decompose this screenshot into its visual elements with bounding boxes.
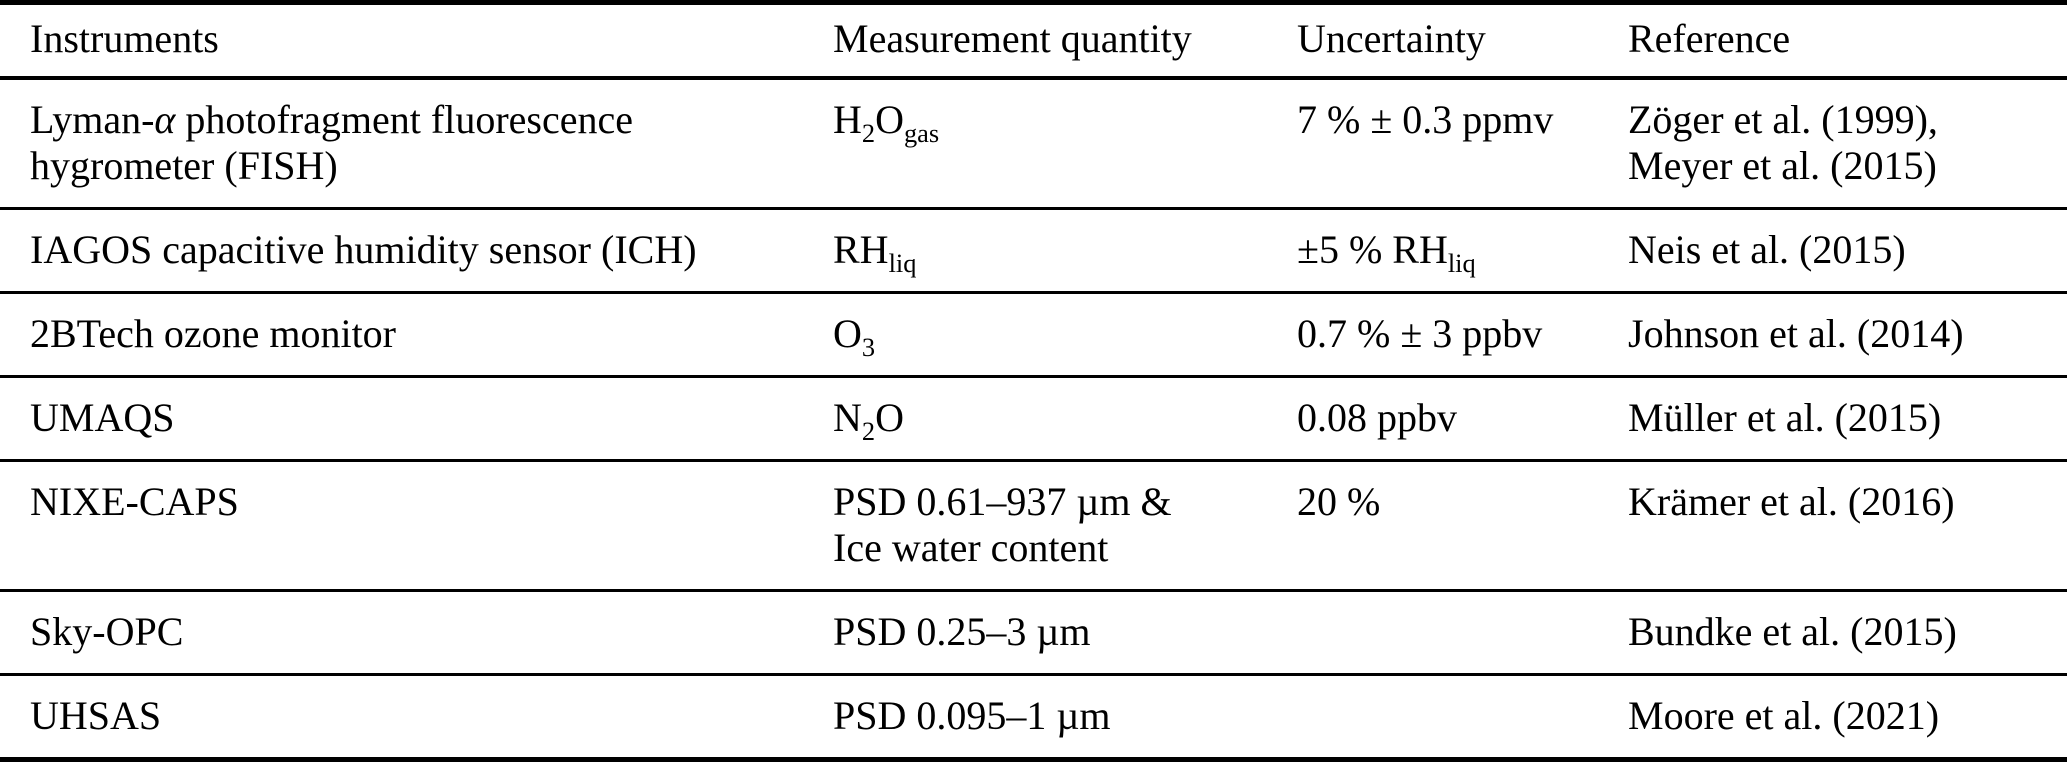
table-row: NIXE-CAPS PSD 0.61–937 µm & Ice water con… (0, 460, 2067, 592)
cell-reference: Krämer et al. (2016) (1598, 460, 2067, 592)
cell-uncertainty (1267, 675, 1598, 760)
cell-instrument: Sky-OPC (0, 590, 803, 676)
column-header-reference: Reference (1598, 2, 2067, 80)
header-row: Instruments Measurement quantity Uncerta… (0, 2, 2067, 80)
table-body: Lyman-α photofragment fluorescence hygrom… (0, 78, 2067, 760)
table-row: 2BTech ozone monitor O3 0.7 % ± 3 ppbv J… (0, 292, 2067, 378)
cell-measurement-quantity: O3 (803, 292, 1267, 378)
cell-instrument: IAGOS capacitive humidity sensor (ICH) (0, 208, 803, 294)
cell-instrument: UHSAS (30, 693, 162, 738)
cell-instrument: UMAQS (0, 376, 803, 462)
column-header-instruments: Instruments (0, 2, 803, 80)
cell-measurement-quantity: RHliq (803, 208, 1267, 294)
cell-measurement-quantity: PSD 0.095–1 µm (833, 693, 1111, 738)
cell-uncertainty: 7 % ± 0.3 ppmv (1267, 78, 1598, 210)
cell-reference: Zöger et al. (1999), Meyer et al. (2015) (1598, 78, 2067, 210)
column-header-measurement-quantity: Measurement quantity (803, 2, 1267, 80)
cell-uncertainty: 20 % (1267, 460, 1598, 592)
cell-measurement-quantity: PSD 0.61–937 µm & Ice water content (803, 460, 1267, 592)
table-row: Lyman-α photofragment fluorescence hygrom… (0, 78, 2067, 210)
cell-reference: Johnson et al. (2014) (1598, 292, 2067, 378)
cell-instrument: 2BTech ozone monitor (0, 292, 803, 378)
cell-instrument: Lyman-α photofragment fluorescence hygrom… (0, 78, 803, 210)
cell-reference: Bundke et al. (2015) (1598, 590, 2067, 676)
cell-measurement-quantity: PSD 0.25–3 µm (803, 590, 1267, 676)
table-row: IAGOS capacitive humidity sensor (ICH) R… (0, 208, 2067, 294)
cell-uncertainty: 0.08 ppbv (1267, 376, 1598, 462)
cell-measurement-quantity: H2Ogas (803, 78, 1267, 210)
cell-reference: Neis et al. (2015) (1598, 208, 2067, 294)
table-row: Sky-OPC PSD 0.25–3 µm Bundke et al. (201… (0, 590, 2067, 676)
table-row: UMAQS N2O 0.08 ppbv Müller et al. (2015) (0, 376, 2067, 462)
cell-uncertainty: ±5 % RHliq (1267, 208, 1598, 294)
cell-reference: Moore et al. (2021) (1628, 693, 1940, 738)
table-row: UHSAS PSD 0.095–1 µm Moore et al. (2021) (0, 675, 2067, 760)
cell-reference: Müller et al. (2015) (1598, 376, 2067, 462)
cell-instrument: NIXE-CAPS (0, 460, 803, 592)
cell-uncertainty (1267, 590, 1598, 676)
column-header-uncertainty: Uncertainty (1267, 2, 1598, 80)
cell-measurement-quantity: N2O (803, 376, 1267, 462)
cell-uncertainty: 0.7 % ± 3 ppbv (1267, 292, 1598, 378)
